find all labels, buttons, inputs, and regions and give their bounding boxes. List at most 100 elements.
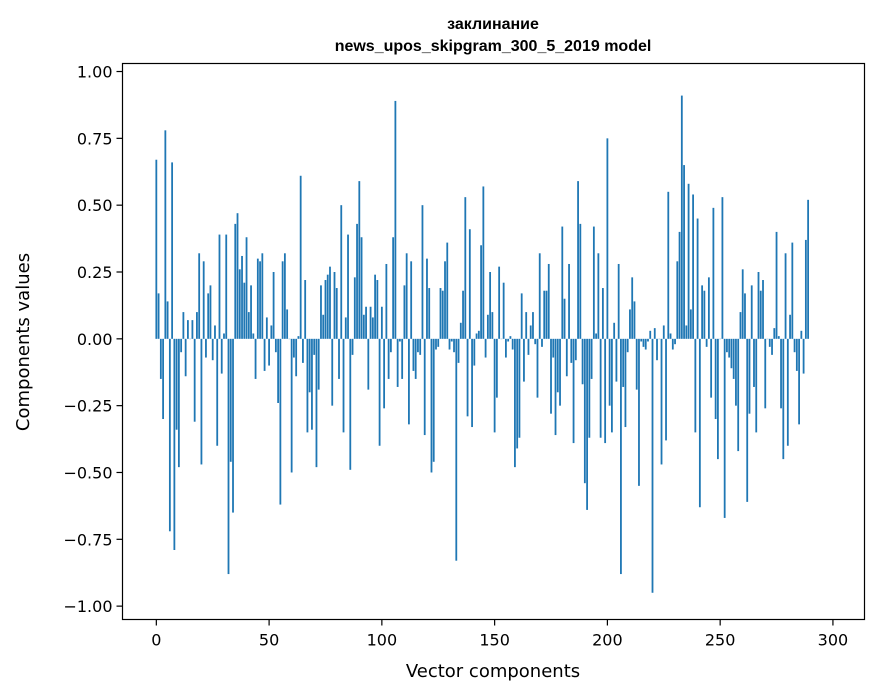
bar (674, 338, 676, 345)
bar (771, 338, 773, 355)
bar (414, 338, 417, 379)
bar (486, 314, 489, 339)
x-tick-label: 250 (705, 631, 736, 650)
bar (484, 338, 487, 358)
bar (802, 338, 805, 374)
bar (581, 338, 584, 385)
bar (315, 338, 318, 468)
bar (448, 338, 451, 350)
bar (302, 338, 304, 363)
bar (358, 181, 361, 339)
bar (680, 95, 683, 339)
bar (385, 263, 388, 339)
bar (595, 333, 598, 339)
bar (689, 309, 692, 339)
bar (168, 338, 171, 532)
bar (775, 231, 778, 339)
bar (606, 138, 609, 339)
bar (308, 338, 311, 393)
bar (662, 325, 665, 339)
bar (574, 338, 577, 361)
y-tick-label: −0.50 (63, 463, 112, 482)
bar (759, 290, 762, 339)
bar (640, 338, 643, 342)
bar (795, 338, 798, 371)
bar (250, 285, 252, 339)
bar (268, 338, 270, 366)
x-tick-label: 50 (259, 631, 279, 650)
bar (432, 338, 435, 462)
y-tick-label: −1.00 (63, 597, 112, 616)
bar (374, 274, 376, 339)
bar (227, 338, 230, 575)
bar (462, 290, 464, 339)
bar (457, 338, 460, 363)
bar (527, 338, 530, 355)
bar (644, 338, 647, 350)
bar (265, 317, 268, 339)
y-tick-label: 0.25 (77, 263, 113, 282)
bar (604, 338, 607, 444)
bar (565, 338, 568, 377)
bar (367, 338, 370, 390)
bar (394, 100, 397, 339)
bar (405, 253, 408, 339)
bar (173, 338, 176, 550)
bar-group (155, 95, 810, 593)
bar (717, 338, 719, 460)
bar (238, 269, 241, 339)
bar (396, 338, 399, 387)
bar (638, 338, 640, 486)
bar (306, 338, 309, 433)
bar (426, 258, 428, 339)
bar (728, 338, 731, 358)
bar (804, 239, 807, 339)
bar (784, 253, 787, 339)
bar (601, 288, 604, 339)
bar (687, 183, 690, 339)
bar (651, 338, 654, 593)
bar (439, 288, 442, 339)
bar (534, 338, 537, 345)
bar (207, 293, 210, 339)
bar (453, 338, 455, 353)
bar (403, 285, 406, 339)
bar (320, 285, 322, 339)
bar (800, 330, 803, 339)
bar (243, 282, 246, 339)
x-tick-label: 100 (367, 631, 398, 650)
bar (653, 328, 656, 339)
bar (590, 338, 593, 379)
bar (214, 325, 216, 339)
bar (588, 338, 591, 438)
bar (714, 338, 717, 420)
bar (676, 261, 679, 339)
bar (371, 317, 374, 339)
bar (252, 333, 255, 339)
bar (507, 338, 510, 342)
bar (550, 338, 552, 414)
bar (297, 336, 300, 339)
bar (471, 338, 473, 428)
bar (283, 253, 286, 339)
bar (261, 253, 264, 339)
bar (791, 242, 794, 339)
bar (744, 293, 746, 339)
x-axis: 0 50 100 150 200 250 300 (151, 619, 848, 650)
bar (412, 338, 415, 371)
bar (399, 338, 401, 342)
bar (631, 277, 634, 339)
y-axis: 1.00 0.75 0.50 0.25 0.00 −0.25 −0.50 −0.75 −1.00 (63, 63, 123, 616)
bar (667, 191, 670, 339)
chart-title-line1: заклинание (447, 16, 539, 33)
bar (748, 338, 751, 414)
chart-title-line2: news_upos_skipgram_300_5_2019 model (335, 38, 652, 55)
bar (200, 338, 203, 465)
bar (344, 317, 347, 339)
bar (789, 314, 791, 339)
bar (768, 338, 771, 347)
bar (216, 338, 219, 446)
bar (741, 269, 744, 339)
bar (608, 338, 611, 406)
